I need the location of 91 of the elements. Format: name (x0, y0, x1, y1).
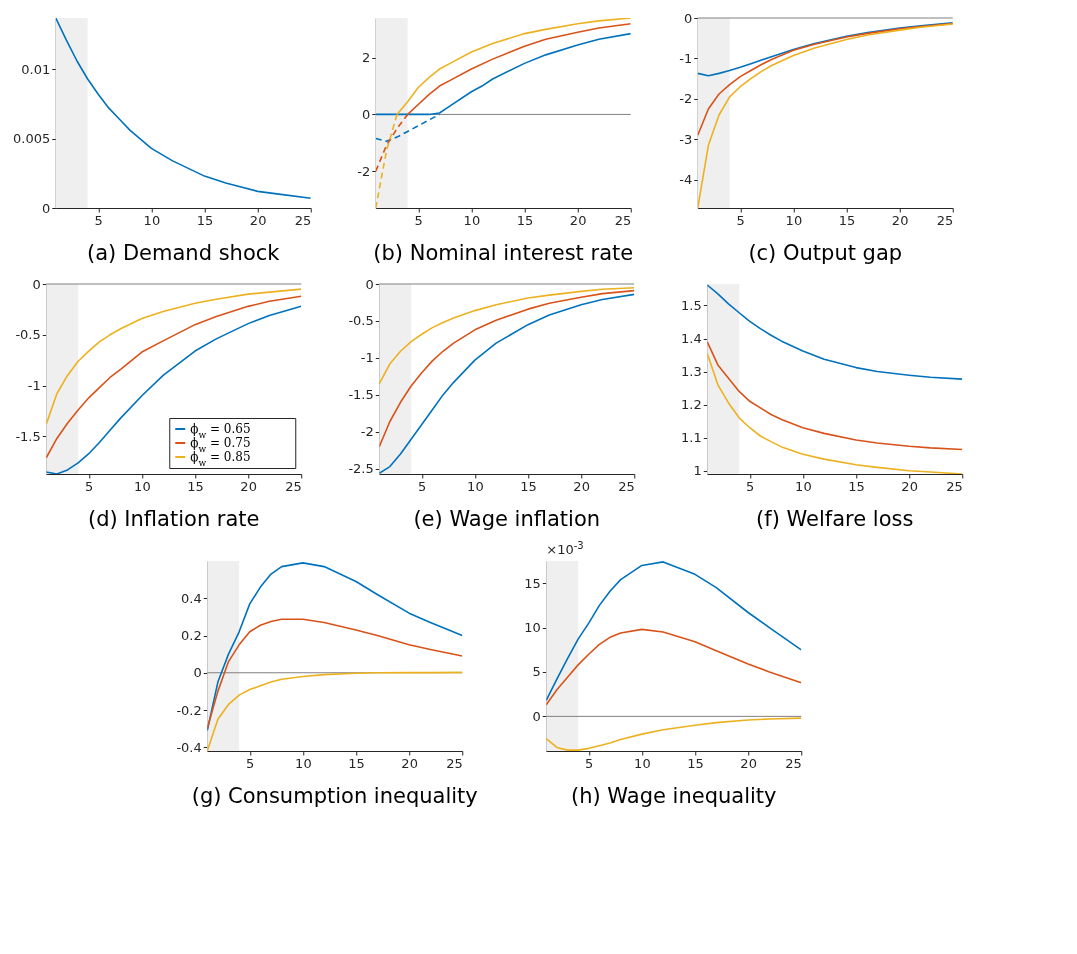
x-tick-label: 20 (740, 755, 757, 771)
y-tick-label: -1.5 (15, 428, 41, 444)
y-tick-label: 1.1 (681, 430, 702, 446)
text: (f) Welfare loss (756, 507, 914, 531)
y-tick-label: -2 (357, 163, 371, 179)
x-tick-label: 10 (467, 478, 484, 494)
y-tick-label: 0 (683, 10, 693, 26)
y-tick-label: -4 (679, 172, 693, 188)
x-tick-label: 5 (85, 478, 94, 494)
y-tick-label: 5 (532, 664, 541, 680)
x-tick-label: 25 (618, 478, 635, 494)
y-tick-label: 1 (693, 463, 702, 479)
y-tick-label: -0.4 (176, 739, 202, 755)
x-tick-label: 10 (795, 478, 812, 494)
line-series (207, 562, 463, 732)
y-tick-label: 1.5 (681, 297, 702, 313)
x-tick-label: 25 (285, 478, 302, 494)
x-tick-label: 20 (573, 478, 590, 494)
x-tick-label: 10 (634, 755, 651, 771)
x-tick-label: 25 (446, 755, 463, 771)
y-tick-label: -1 (27, 378, 41, 394)
line-series (379, 289, 635, 448)
y-tick-label: 1.2 (681, 397, 702, 413)
x-tick-label: 25 (294, 212, 312, 228)
y-tick-label: 0 (361, 106, 371, 122)
y-tick-label: 1.4 (681, 331, 702, 347)
x-tick-label: 20 (569, 212, 587, 228)
y-tick-label: -2 (360, 424, 374, 440)
line-series (697, 22, 953, 137)
x-tick-label: 25 (936, 212, 954, 228)
y-tick-label: 0.2 (181, 628, 202, 644)
text: (h) Wage inequality (571, 784, 777, 808)
x-tick-label: 20 (249, 212, 267, 228)
x-tick-label: 25 (946, 478, 963, 494)
x-tick-label: 20 (240, 478, 257, 494)
x-tick-label: 5 (418, 478, 427, 494)
x-tick-label: 10 (143, 212, 161, 228)
x-tick-label: 10 (134, 478, 151, 494)
line-series (379, 286, 635, 385)
y-tick-label: 0 (365, 276, 374, 292)
text: ×10$^{-3}$ (546, 539, 584, 557)
line-series (546, 628, 802, 706)
y-tick-label: 0 (193, 665, 202, 681)
x-tick-label: 25 (785, 755, 802, 771)
y-tick-label: -2 (679, 91, 693, 107)
text: (c) Output gap (748, 241, 903, 265)
y-tick-label: 0.01 (21, 61, 51, 77)
line-series (207, 618, 463, 730)
y-tick-label: -2.5 (348, 461, 374, 477)
y-tick-label: 0.005 (13, 131, 51, 147)
y-tick-label: -1 (360, 350, 374, 366)
x-tick-label: 15 (196, 212, 214, 228)
y-tick-label: -1.5 (348, 387, 374, 403)
x-tick-label: 10 (463, 212, 481, 228)
x-tick-label: 5 (246, 755, 255, 771)
line-series (546, 561, 802, 702)
y-tick-label: 1.3 (681, 364, 702, 380)
x-tick-label: 20 (401, 755, 418, 771)
line-series (55, 18, 311, 200)
y-tick-label: -0.5 (348, 313, 374, 329)
text: (d) Inflation rate (87, 507, 260, 531)
x-tick-label: 20 (891, 212, 909, 228)
text: (b) Nominal interest rate (373, 241, 634, 265)
y-tick-label: -3 (679, 131, 693, 147)
x-tick-label: 10 (785, 212, 803, 228)
text: (a) Demand shock (87, 241, 281, 265)
y-tick-label: 10 (524, 620, 541, 636)
line-series (707, 284, 963, 380)
x-tick-label: 10 (295, 755, 312, 771)
y-tick-label: 0 (532, 708, 541, 724)
x-tick-label: 5 (746, 478, 755, 494)
y-tick-label: -0.5 (15, 327, 41, 343)
y-tick-label: 2 (361, 50, 371, 66)
x-tick-label: 20 (901, 478, 918, 494)
y-tick-label: 0.4 (181, 590, 202, 606)
line-series (697, 22, 953, 77)
x-tick-label: 15 (848, 478, 865, 494)
y-tick-label: 0 (32, 276, 41, 292)
y-tick-label: -0.2 (176, 702, 202, 718)
x-tick-label: 5 (736, 212, 745, 228)
x-tick-label: 25 (614, 212, 632, 228)
line-series (707, 341, 963, 451)
y-tick-label: 15 (524, 575, 541, 591)
y-tick-label: 0 (41, 200, 51, 216)
x-tick-label: 5 (585, 755, 594, 771)
x-tick-label: 15 (838, 212, 856, 228)
x-tick-label: 5 (414, 212, 423, 228)
x-tick-label: 5 (94, 212, 103, 228)
text: (e) Wage inflation (413, 507, 601, 531)
y-tick-label: -1 (679, 50, 693, 66)
text: (g) Consumption inequality (191, 784, 478, 808)
